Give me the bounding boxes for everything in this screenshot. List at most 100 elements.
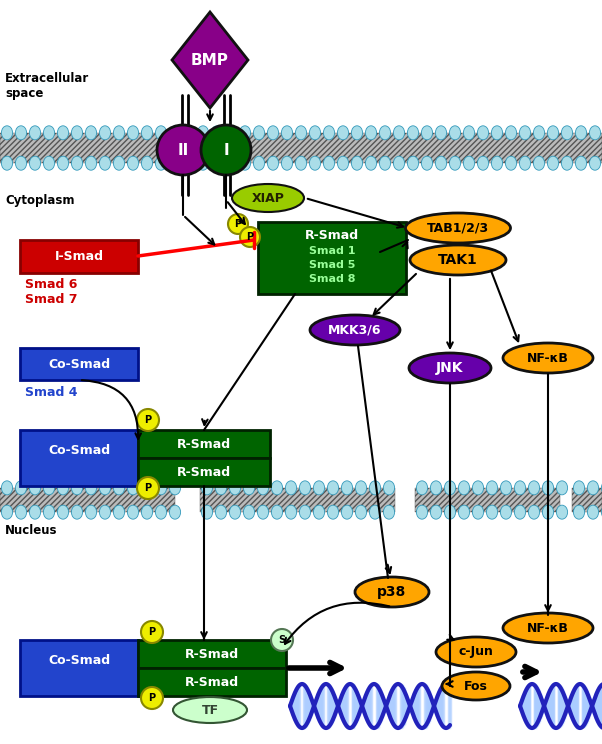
Ellipse shape xyxy=(477,126,489,140)
Text: I: I xyxy=(223,143,229,158)
Ellipse shape xyxy=(547,156,559,170)
Ellipse shape xyxy=(85,505,96,519)
Ellipse shape xyxy=(16,156,26,170)
Ellipse shape xyxy=(113,156,125,170)
Ellipse shape xyxy=(211,156,223,170)
Ellipse shape xyxy=(450,156,461,170)
Ellipse shape xyxy=(486,505,498,519)
Text: Smad 5: Smad 5 xyxy=(309,260,355,270)
Ellipse shape xyxy=(506,156,517,170)
Ellipse shape xyxy=(503,343,593,373)
Ellipse shape xyxy=(473,481,483,495)
Ellipse shape xyxy=(253,126,265,140)
Ellipse shape xyxy=(232,184,304,212)
Ellipse shape xyxy=(43,156,55,170)
Text: TF: TF xyxy=(202,704,219,716)
Text: NF-κB: NF-κB xyxy=(527,621,569,635)
Ellipse shape xyxy=(113,505,125,519)
Ellipse shape xyxy=(491,126,503,140)
Ellipse shape xyxy=(57,481,69,495)
Ellipse shape xyxy=(406,213,510,243)
Text: Smad 6: Smad 6 xyxy=(25,278,78,290)
Text: NF-κB: NF-κB xyxy=(527,351,569,365)
Text: R-Smad: R-Smad xyxy=(305,228,359,242)
Ellipse shape xyxy=(29,481,40,495)
Ellipse shape xyxy=(85,126,96,140)
Polygon shape xyxy=(172,12,248,108)
Ellipse shape xyxy=(352,156,362,170)
Ellipse shape xyxy=(464,126,474,140)
Text: R-Smad: R-Smad xyxy=(177,437,231,451)
Ellipse shape xyxy=(562,126,573,140)
Text: Co-Smad: Co-Smad xyxy=(48,653,110,667)
Ellipse shape xyxy=(202,505,213,519)
Ellipse shape xyxy=(128,481,138,495)
Ellipse shape xyxy=(1,481,13,495)
Ellipse shape xyxy=(243,505,255,519)
Ellipse shape xyxy=(141,687,163,709)
Ellipse shape xyxy=(281,156,293,170)
Text: P: P xyxy=(234,219,241,229)
Ellipse shape xyxy=(285,481,297,495)
FancyBboxPatch shape xyxy=(258,222,406,294)
Ellipse shape xyxy=(285,505,297,519)
Ellipse shape xyxy=(240,126,250,140)
Ellipse shape xyxy=(72,505,82,519)
Text: c-Jun: c-Jun xyxy=(459,646,494,658)
Ellipse shape xyxy=(258,481,268,495)
Ellipse shape xyxy=(464,156,474,170)
Ellipse shape xyxy=(529,481,539,495)
Ellipse shape xyxy=(337,126,349,140)
Ellipse shape xyxy=(341,481,353,495)
Ellipse shape xyxy=(240,156,250,170)
Ellipse shape xyxy=(1,156,13,170)
Ellipse shape xyxy=(1,505,13,519)
Ellipse shape xyxy=(503,613,593,643)
Text: R-Smad: R-Smad xyxy=(177,466,231,478)
Text: Nucleus: Nucleus xyxy=(5,524,58,536)
Ellipse shape xyxy=(141,621,163,643)
Ellipse shape xyxy=(169,126,181,140)
Ellipse shape xyxy=(72,156,82,170)
Ellipse shape xyxy=(296,126,306,140)
Text: MKK3/6: MKK3/6 xyxy=(328,324,382,336)
Ellipse shape xyxy=(243,481,255,495)
Ellipse shape xyxy=(355,577,429,607)
Text: Co-Smad: Co-Smad xyxy=(48,443,110,457)
Ellipse shape xyxy=(542,481,554,495)
Ellipse shape xyxy=(323,126,335,140)
Ellipse shape xyxy=(365,156,377,170)
Ellipse shape xyxy=(435,126,447,140)
Text: Smad 8: Smad 8 xyxy=(309,274,355,284)
Ellipse shape xyxy=(141,126,152,140)
Ellipse shape xyxy=(202,481,213,495)
Ellipse shape xyxy=(506,126,517,140)
Ellipse shape xyxy=(216,481,226,495)
Ellipse shape xyxy=(379,156,391,170)
Text: Smad 7: Smad 7 xyxy=(25,292,78,306)
Ellipse shape xyxy=(529,505,539,519)
Ellipse shape xyxy=(491,156,503,170)
Ellipse shape xyxy=(327,481,338,495)
Ellipse shape xyxy=(128,126,138,140)
Ellipse shape xyxy=(155,126,167,140)
Ellipse shape xyxy=(72,481,82,495)
Text: TAB1/2/3: TAB1/2/3 xyxy=(427,222,489,234)
Ellipse shape xyxy=(450,126,461,140)
Ellipse shape xyxy=(365,126,377,140)
Ellipse shape xyxy=(436,637,516,667)
FancyBboxPatch shape xyxy=(0,132,602,163)
Ellipse shape xyxy=(533,126,545,140)
Ellipse shape xyxy=(240,227,260,247)
Ellipse shape xyxy=(184,126,194,140)
Ellipse shape xyxy=(588,505,598,519)
Ellipse shape xyxy=(155,156,167,170)
Ellipse shape xyxy=(225,156,237,170)
Text: I-Smad: I-Smad xyxy=(55,249,104,263)
Ellipse shape xyxy=(99,481,111,495)
Ellipse shape xyxy=(533,156,545,170)
FancyBboxPatch shape xyxy=(138,430,270,458)
FancyBboxPatch shape xyxy=(20,348,138,380)
Ellipse shape xyxy=(500,505,512,519)
Ellipse shape xyxy=(141,505,152,519)
